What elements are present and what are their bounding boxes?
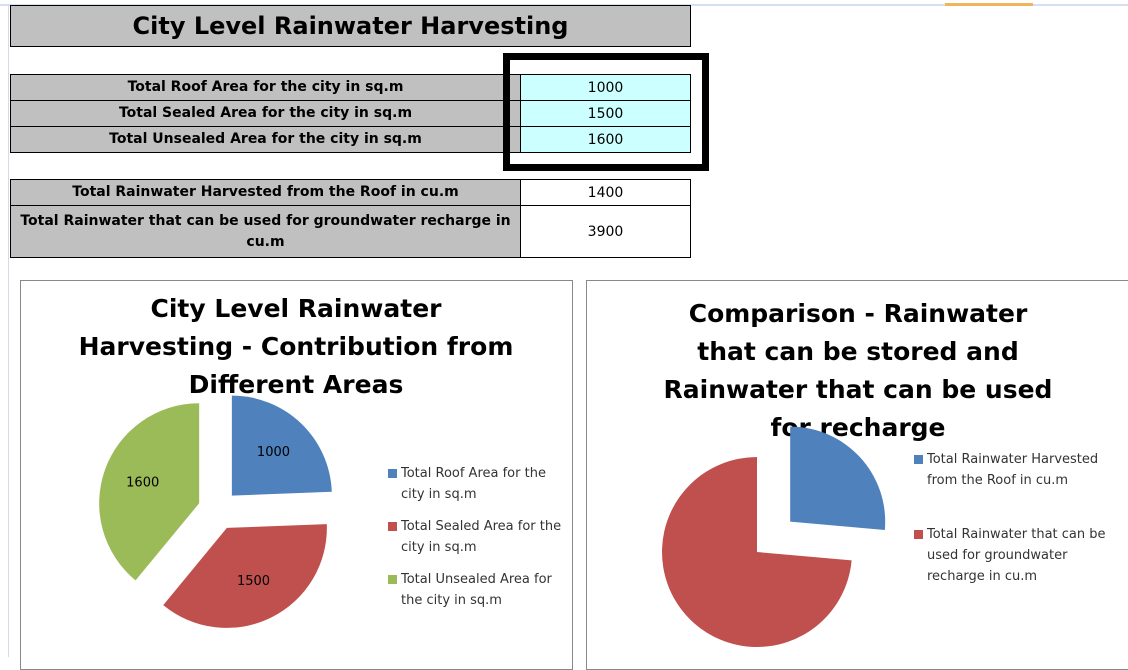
input-label: Total Sealed Area for the city in sq.m: [10, 100, 521, 127]
chart-title: Comparison - Rainwater that can be store…: [663, 299, 1053, 442]
legend-swatch: [914, 530, 923, 539]
data-label: 1600: [126, 475, 159, 490]
column-line: [8, 4, 9, 657]
highlight-box: [503, 53, 709, 171]
legend-label: Total Rainwater Harvested from the Roof …: [927, 452, 1099, 488]
input-label: Total Roof Area for the city in sq.m: [10, 74, 521, 101]
legend-swatch: [914, 455, 923, 464]
pie-slice: [99, 403, 200, 581]
legend-swatch: [388, 469, 397, 478]
input-label: Total Unsealed Area for the city in sq.m: [10, 126, 521, 153]
pie-slice: [790, 426, 886, 531]
legend-label: Total Rainwater that can be used for gro…: [927, 527, 1106, 584]
pie-slice: [231, 395, 332, 496]
legend-label: Total Roof Area for the city in sq.m: [401, 466, 546, 502]
legend-swatch: [388, 522, 397, 531]
output-value: 3900: [520, 205, 691, 258]
output-label: Total Rainwater that can be used for gro…: [10, 205, 521, 258]
data-label: 1000: [257, 445, 290, 460]
sheet-title: City Level Rainwater Harvesting: [10, 5, 691, 47]
legend-swatch: [388, 575, 397, 584]
legend-label: Total Unsealed Area for the city in sq.m: [401, 572, 552, 608]
chart-title: City Level Rainwater Harvesting - Contri…: [78, 294, 514, 399]
input-value[interactable]: 1600: [520, 126, 691, 153]
selected-column-mark: [945, 3, 1033, 6]
pie-slice: [163, 524, 327, 628]
data-label: 1500: [237, 574, 270, 589]
legend-label: Total Sealed Area for the city in sq.m: [401, 519, 562, 555]
pie-slice: [662, 457, 852, 648]
